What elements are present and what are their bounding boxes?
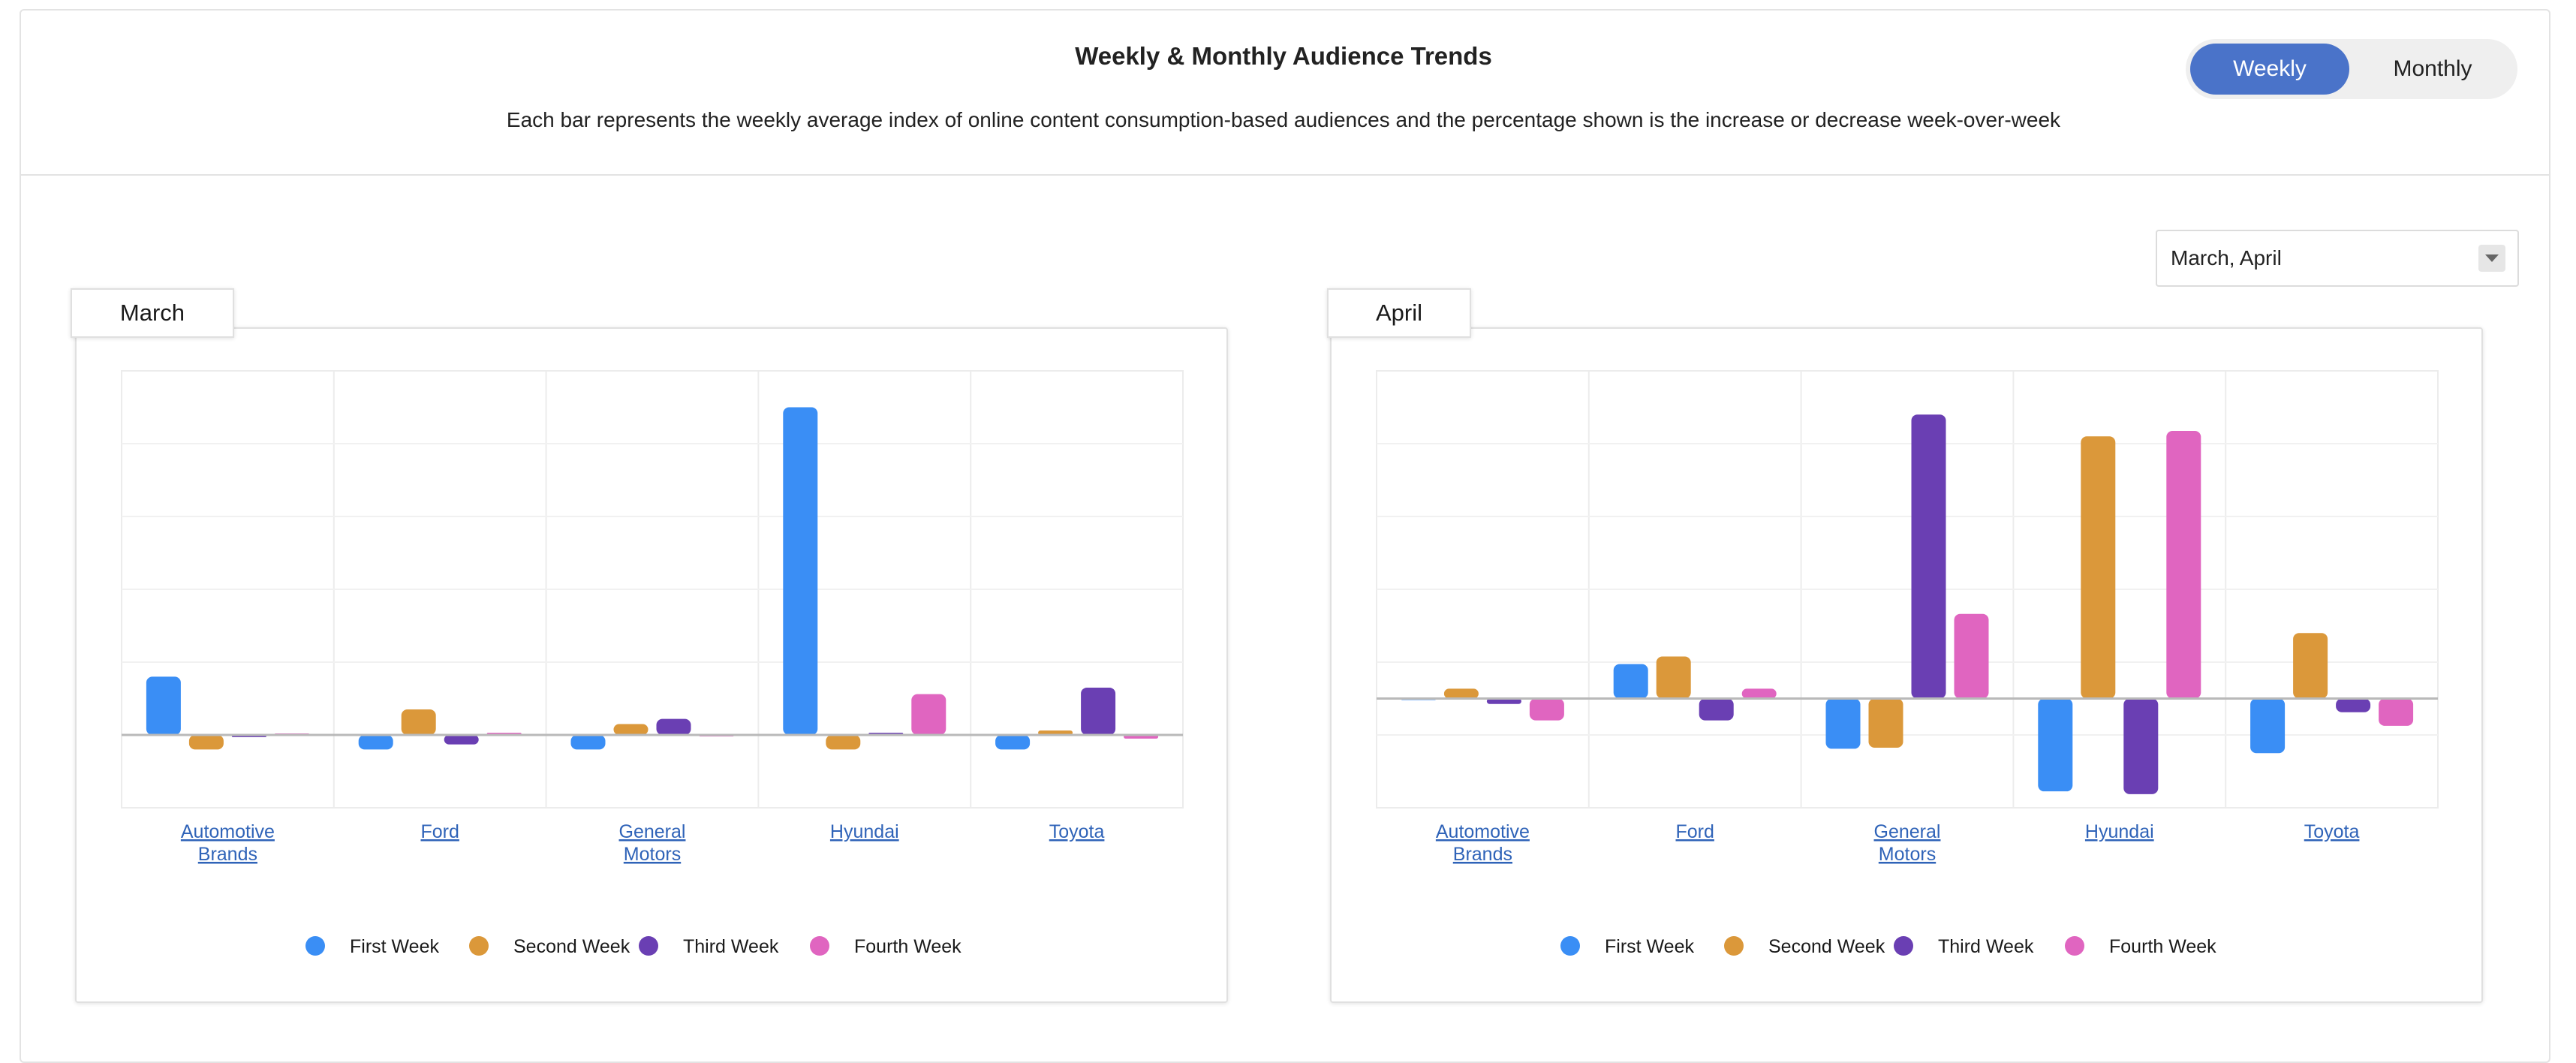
legend-item-third-week[interactable]: Third Week bbox=[1894, 936, 2034, 957]
chart-panel-march bbox=[75, 327, 1228, 1003]
period-toggle: Weekly Monthly bbox=[2186, 39, 2517, 99]
legend-label: Second Week bbox=[1768, 936, 1885, 957]
legend-item-fourth-week[interactable]: Fourth Week bbox=[810, 936, 961, 957]
chart-tab-march: March bbox=[71, 288, 234, 338]
legend-item-second-week[interactable]: Second Week bbox=[1724, 936, 1885, 957]
bar-hyundai-second-week[interactable] bbox=[826, 735, 861, 750]
chevron-down-icon[interactable] bbox=[2478, 245, 2505, 272]
chart-tab-april: April bbox=[1327, 288, 1471, 338]
bar-toyota-fourth-week[interactable] bbox=[2379, 698, 2414, 726]
bar-automotive-brands-second-week[interactable] bbox=[188, 735, 224, 750]
category-label-toyota[interactable]: Toyota bbox=[2304, 821, 2360, 842]
monthly-toggle-button[interactable]: Monthly bbox=[2393, 56, 2472, 81]
bar-general-motors-fourth-week[interactable] bbox=[1954, 613, 1989, 699]
legend-swatch bbox=[639, 936, 658, 956]
legend-item-second-week[interactable]: Second Week bbox=[469, 936, 630, 957]
page-title: Weekly & Monthly Audience Trends bbox=[1075, 42, 1492, 70]
bar-toyota-third-week[interactable] bbox=[1081, 687, 1116, 735]
bar-ford-third-week[interactable] bbox=[1699, 698, 1734, 721]
chart-april: Automotive Brands Ford General Motors Hyundai… bbox=[1376, 370, 2439, 957]
legend-swatch bbox=[2065, 936, 2084, 956]
category-label-hyundai[interactable]: Hyundai bbox=[830, 821, 899, 842]
category-label-automotive-brands[interactable]: Automotive Brands bbox=[1436, 821, 1530, 865]
legend-label: Third Week bbox=[683, 936, 779, 957]
bar-automotive-brands-first-week[interactable] bbox=[146, 676, 181, 735]
legend-swatch bbox=[1724, 936, 1744, 956]
chart-panel-april bbox=[1330, 327, 2483, 1003]
bar-hyundai-fourth-week[interactable] bbox=[911, 694, 946, 735]
legend-item-third-week[interactable]: Third Week bbox=[639, 936, 779, 957]
header-divider bbox=[20, 174, 2549, 176]
bar-hyundai-first-week[interactable] bbox=[2038, 698, 2073, 792]
category-label-toyota[interactable]: Toyota bbox=[1049, 821, 1105, 842]
bar-hyundai-second-week[interactable] bbox=[2081, 436, 2116, 699]
bar-toyota-second-week[interactable] bbox=[2293, 633, 2328, 699]
legend-item-first-week[interactable]: First Week bbox=[305, 936, 439, 957]
bar-general-motors-third-week[interactable] bbox=[1911, 414, 1946, 699]
bar-automotive-brands-second-week[interactable] bbox=[1443, 688, 1479, 699]
legend-swatch bbox=[1894, 936, 1913, 956]
legend-swatch bbox=[469, 936, 489, 956]
legend-item-first-week[interactable]: First Week bbox=[1560, 936, 1694, 957]
legend-label: First Week bbox=[350, 936, 439, 957]
bar-ford-fourth-week[interactable] bbox=[1741, 688, 1777, 699]
bar-general-motors-second-week[interactable] bbox=[613, 724, 649, 735]
bar-general-motors-second-week[interactable] bbox=[1868, 698, 1903, 748]
legend-label: Third Week bbox=[1938, 936, 2034, 957]
bar-general-motors-first-week[interactable] bbox=[1825, 698, 1861, 749]
legend-swatch bbox=[1560, 936, 1580, 956]
chart-march: Automotive Brands Ford General Motors Hyundai… bbox=[121, 370, 1184, 957]
bar-toyota-third-week[interactable] bbox=[2336, 698, 2371, 712]
bar-general-motors-first-week[interactable] bbox=[570, 735, 606, 750]
legend-swatch bbox=[810, 936, 829, 956]
legend-label: Second Week bbox=[513, 936, 630, 957]
category-label-general-motors[interactable]: General Motors bbox=[1874, 821, 1941, 865]
month-select[interactable]: March, April bbox=[2156, 230, 2519, 287]
bar-hyundai-third-week[interactable] bbox=[2123, 698, 2159, 794]
bar-toyota-first-week[interactable] bbox=[2250, 698, 2286, 754]
legend-item-fourth-week[interactable]: Fourth Week bbox=[2065, 936, 2216, 957]
grid bbox=[1376, 370, 2439, 809]
category-label-automotive-brands[interactable]: Automotive Brands bbox=[181, 821, 275, 865]
legend-label: First Week bbox=[1605, 936, 1694, 957]
month-select-value: March, April bbox=[2171, 246, 2282, 270]
category-label-ford[interactable]: Ford bbox=[1675, 821, 1714, 842]
weekly-toggle-button[interactable]: Weekly bbox=[2190, 44, 2349, 95]
bar-ford-first-week[interactable] bbox=[358, 735, 393, 750]
bar-toyota-first-week[interactable] bbox=[995, 735, 1031, 750]
bar-ford-second-week[interactable] bbox=[1656, 656, 1691, 699]
legend-label: Fourth Week bbox=[2109, 936, 2216, 957]
category-label-hyundai[interactable]: Hyundai bbox=[2085, 821, 2154, 842]
bar-ford-first-week[interactable] bbox=[1613, 664, 1648, 699]
bar-automotive-brands-third-week[interactable] bbox=[1486, 698, 1521, 704]
bar-general-motors-third-week[interactable] bbox=[656, 718, 691, 735]
bar-automotive-brands-fourth-week[interactable] bbox=[1529, 698, 1564, 721]
bar-ford-third-week[interactable] bbox=[444, 735, 479, 745]
bar-hyundai-fourth-week[interactable] bbox=[2166, 431, 2201, 699]
category-label-general-motors[interactable]: General Motors bbox=[619, 821, 686, 865]
bar-ford-second-week[interactable] bbox=[401, 709, 436, 735]
page-subtitle: Each bar represents the weekly average i… bbox=[506, 108, 2061, 131]
legend-swatch bbox=[305, 936, 325, 956]
legend-label: Fourth Week bbox=[854, 936, 961, 957]
bar-hyundai-first-week[interactable] bbox=[783, 407, 818, 736]
category-label-ford[interactable]: Ford bbox=[420, 821, 459, 842]
